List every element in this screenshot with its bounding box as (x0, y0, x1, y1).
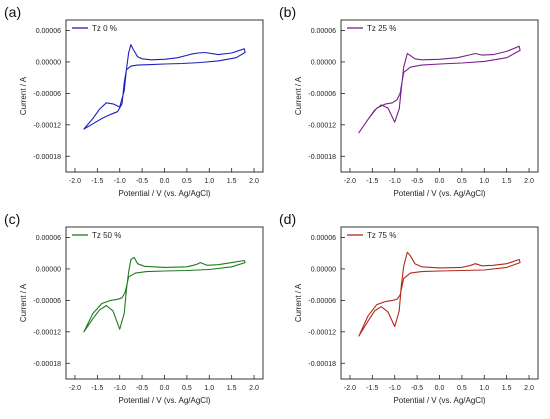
x-tick-label: -1.5 (366, 385, 378, 392)
x-tick-label: 1.5 (227, 178, 237, 185)
cv-curve (83, 44, 246, 130)
y-tick-label: -0.00006 (33, 91, 61, 98)
x-tick-label: -1.0 (389, 178, 401, 185)
x-tick-label: 1.0 (479, 385, 489, 392)
y-tick-label: 0.00000 (36, 266, 61, 273)
cv-curve (83, 256, 246, 333)
panel-label: (c) (4, 211, 20, 227)
x-tick-label: 0.5 (457, 385, 467, 392)
panel-label: (d) (279, 211, 296, 227)
x-tick-label: 0.5 (182, 178, 192, 185)
y-tick-label: -0.00012 (308, 329, 336, 336)
x-tick-label: 0.0 (160, 385, 170, 392)
y-tick-label: -0.00018 (33, 361, 61, 368)
x-tick-label: -1.5 (91, 385, 103, 392)
x-tick-label: -2.0 (69, 385, 81, 392)
x-axis-label: Potential / V (vs. Ag/AgCl) (393, 189, 485, 198)
cv-panel-2: (b) 0.00006 0.00000 -0.00006 -0.00012 -0.0001… (279, 4, 539, 198)
y-axis-label: Current / A (294, 283, 303, 322)
y-tick-label: 0.00006 (36, 28, 61, 35)
y-tick-label: -0.00006 (308, 91, 336, 98)
y-axis-label: Current / A (294, 76, 303, 115)
x-tick-label: 2.0 (249, 385, 259, 392)
panel-label: (a) (4, 4, 21, 20)
y-tick-label: 0.00006 (311, 28, 336, 35)
legend-label: Tz 25 % (367, 24, 396, 33)
x-tick-label: 0.0 (435, 178, 445, 185)
panel-label: (b) (279, 4, 296, 20)
y-axis-label: Current / A (19, 76, 28, 115)
plot-frame (340, 226, 539, 380)
y-tick-label: 0.00000 (311, 59, 336, 66)
y-tick-label: -0.00012 (308, 122, 336, 129)
x-tick-label: 2.0 (249, 178, 259, 185)
y-axis-label: Current / A (19, 283, 28, 322)
x-tick-label: -1.5 (366, 178, 378, 185)
y-tick-label: 0.00000 (36, 59, 61, 66)
x-tick-label: -0.5 (411, 178, 423, 185)
x-tick-label: 0.0 (435, 385, 445, 392)
x-tick-label: -1.5 (91, 178, 103, 185)
plot-frame (340, 19, 539, 173)
plot-frame (65, 226, 264, 380)
cv-panel-3: (c) 0.00006 0.00000 -0.00006 -0.00012 -0.0001… (4, 211, 264, 405)
y-tick-label: 0.00000 (311, 266, 336, 273)
x-tick-label: -2.0 (344, 385, 356, 392)
legend-label: Tz 0 % (92, 24, 117, 33)
x-tick-label: -1.0 (389, 385, 401, 392)
cv-curve (358, 251, 521, 337)
x-tick-label: 1.0 (479, 178, 489, 185)
x-tick-label: -0.5 (136, 178, 148, 185)
x-axis-label: Potential / V (vs. Ag/AgCl) (118, 396, 210, 405)
y-tick-label: -0.00012 (33, 329, 61, 336)
x-tick-label: -0.5 (136, 385, 148, 392)
cv-panel-1: (a) 0.00006 0.00000 -0.00006 -0.00012 -0.0001… (4, 4, 264, 198)
cv-curve (358, 45, 521, 134)
y-tick-label: -0.00018 (308, 361, 336, 368)
y-tick-label: -0.00006 (308, 298, 336, 305)
y-tick-label: 0.00006 (36, 235, 61, 242)
x-tick-label: 2.0 (524, 385, 534, 392)
y-tick-label: -0.00018 (308, 154, 336, 161)
x-tick-label: 1.5 (502, 385, 512, 392)
x-tick-label: 1.5 (227, 385, 237, 392)
x-tick-label: -0.5 (411, 385, 423, 392)
x-tick-label: -1.0 (114, 385, 126, 392)
x-tick-label: 1.5 (502, 178, 512, 185)
x-tick-label: 2.0 (524, 178, 534, 185)
cv-panel-4: (d) 0.00006 0.00000 -0.00006 -0.00012 -0.0001… (279, 211, 539, 405)
x-tick-label: 0.0 (160, 178, 170, 185)
y-tick-label: -0.00006 (33, 298, 61, 305)
legend-label: Tz 50 % (92, 231, 121, 240)
y-tick-label: 0.00006 (311, 235, 336, 242)
x-tick-label: -1.0 (114, 178, 126, 185)
legend-label: Tz 75 % (367, 231, 396, 240)
x-tick-label: 1.0 (204, 178, 214, 185)
x-tick-label: -2.0 (344, 178, 356, 185)
x-axis-label: Potential / V (vs. Ag/AgCl) (393, 396, 485, 405)
x-tick-label: 0.5 (182, 385, 192, 392)
x-tick-label: -2.0 (69, 178, 81, 185)
x-tick-label: 1.0 (204, 385, 214, 392)
x-axis-label: Potential / V (vs. Ag/AgCl) (118, 189, 210, 198)
x-tick-label: 0.5 (457, 178, 467, 185)
y-tick-label: -0.00012 (33, 122, 61, 129)
plot-frame (65, 19, 264, 173)
y-tick-label: -0.00018 (33, 154, 61, 161)
